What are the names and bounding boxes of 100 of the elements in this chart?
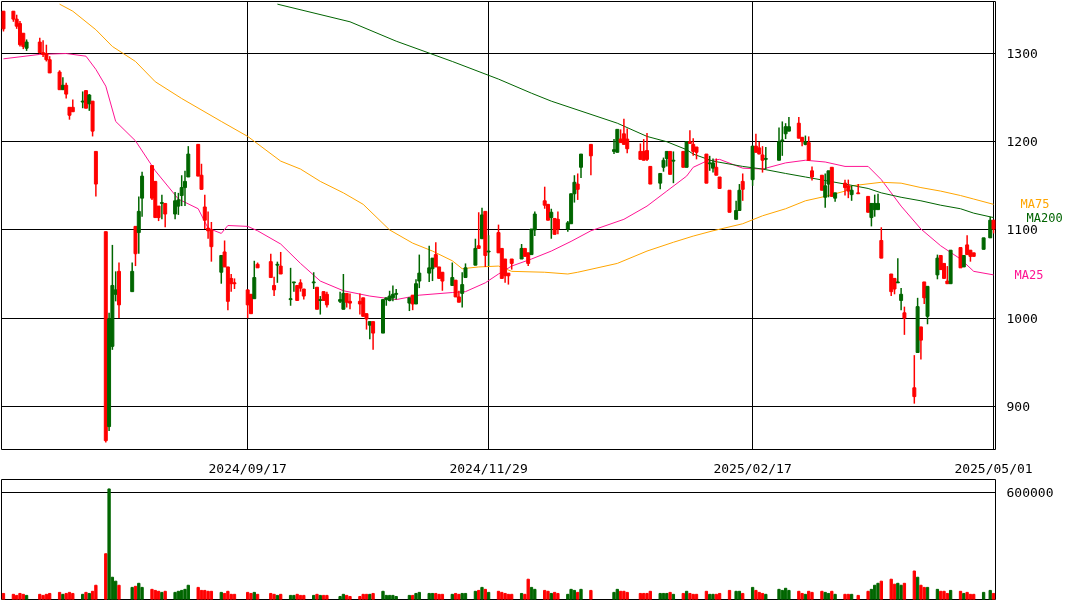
bar [437, 593, 441, 600]
candlestick [275, 260, 280, 284]
bar [104, 553, 108, 600]
candlestick [671, 150, 676, 184]
bar [589, 589, 593, 600]
bar [325, 594, 329, 600]
candlestick [912, 354, 917, 405]
bar [856, 594, 860, 600]
y-tick-label: 600000 [1006, 485, 1054, 501]
bar [153, 589, 157, 600]
bar [899, 584, 903, 600]
bar [754, 589, 758, 600]
candlestick [130, 261, 135, 293]
candlestick [918, 326, 923, 361]
x-tick-label: 2024/09/17 [208, 460, 287, 476]
bar [140, 586, 144, 600]
bar [510, 593, 514, 600]
bar [173, 591, 177, 600]
candlestick [278, 251, 283, 275]
candlestick [394, 288, 399, 301]
bar [691, 593, 695, 600]
candlestick [902, 305, 907, 336]
bar [384, 594, 388, 600]
bar [219, 591, 223, 600]
bar [137, 582, 141, 600]
bar [269, 592, 273, 600]
bar [427, 592, 431, 600]
bar [226, 590, 230, 600]
candlestick [645, 132, 649, 162]
candlestick [1, 10, 6, 33]
bar [394, 595, 398, 600]
bar [866, 590, 870, 600]
candlestick [315, 286, 319, 311]
candlestick [727, 189, 732, 214]
candlestick [763, 146, 768, 170]
bar [764, 593, 768, 600]
bar [381, 590, 385, 600]
bar [919, 584, 923, 600]
bar [130, 586, 134, 600]
text: MA200 [1026, 210, 1063, 225]
bar [556, 592, 560, 600]
bar [912, 570, 916, 600]
candlestick [575, 172, 580, 201]
candlestick [856, 183, 861, 195]
bar [107, 488, 111, 600]
bar [800, 592, 804, 600]
candlestick [41, 39, 46, 58]
x-tick-label: 2025/05/01 [954, 460, 1033, 476]
bar [896, 582, 900, 600]
bar [503, 592, 507, 600]
bar [797, 590, 801, 600]
candlestick [361, 297, 366, 318]
series-label: MA25 [1014, 267, 1044, 282]
bar [543, 589, 547, 600]
candlestick [288, 267, 293, 307]
y-tick-label: 900 [1006, 398, 1030, 414]
candlestick [740, 172, 745, 202]
bar [450, 593, 454, 600]
bar [922, 586, 926, 600]
bar [186, 584, 190, 600]
bar [391, 594, 395, 600]
candlestick [895, 257, 900, 284]
candlestick [318, 295, 323, 316]
bar [71, 592, 75, 600]
text: MA75 [1020, 197, 1050, 212]
candlestick [965, 234, 970, 256]
bar [21, 593, 25, 600]
candlestick [476, 211, 481, 250]
y-tick-label: 1300 [1006, 46, 1038, 62]
candlestick [760, 145, 765, 174]
bar [741, 592, 745, 600]
y-tick-label: 1000 [1006, 310, 1038, 326]
candlestick [173, 191, 178, 221]
bar [272, 593, 276, 600]
bar [688, 592, 692, 600]
bar [658, 592, 662, 600]
candlestick [879, 226, 884, 259]
bar [302, 594, 306, 600]
candlestick [579, 153, 583, 179]
bar [734, 590, 738, 600]
bar [526, 578, 530, 600]
bar [206, 590, 210, 600]
x-tick-label: 2024/11/29 [449, 460, 528, 476]
candlestick [846, 178, 851, 199]
bar [972, 593, 976, 600]
bar [203, 589, 207, 600]
y-tick-label: 1100 [1006, 222, 1038, 238]
candlestick [348, 292, 352, 311]
candlestick [249, 293, 253, 315]
candlestick [588, 143, 593, 176]
candlestick [427, 245, 432, 283]
bar [229, 593, 233, 600]
bar [533, 588, 537, 600]
bar [569, 588, 573, 600]
bar [988, 589, 992, 600]
bar [434, 592, 438, 600]
candlestick [899, 287, 904, 311]
candlestick [473, 237, 478, 266]
bar [94, 584, 98, 600]
candlestick [357, 292, 362, 316]
